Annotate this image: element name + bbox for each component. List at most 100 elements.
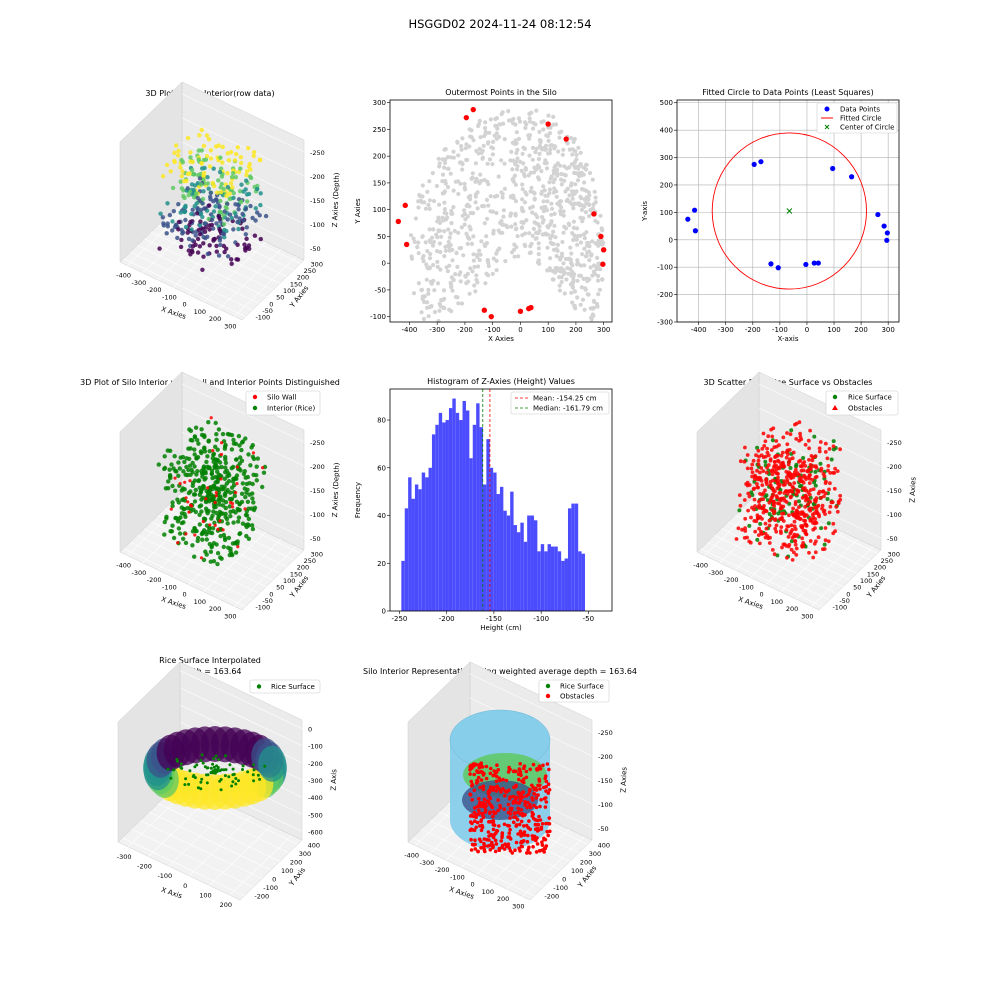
data-point [423,240,428,245]
obstacle-point [477,811,482,815]
chart-title: Outermost Points in the Silo [445,88,557,97]
data-point [513,182,519,187]
data-point [206,216,211,222]
data-point [200,196,206,202]
obstacle-point [783,482,787,487]
data-point [567,147,572,152]
data-point [459,160,465,166]
obstacle-point [745,453,750,457]
data-point [431,227,436,232]
obstacle-point [474,812,479,817]
obstacle-point [743,516,748,521]
hist-bar [544,551,548,611]
data-point [561,230,566,235]
wall-point [213,523,217,528]
data-point [188,219,193,225]
rice-point [188,769,192,773]
data-point [463,187,468,192]
data-point [442,200,447,205]
z-tick-label: -100 [598,801,613,809]
hist-bar [547,544,551,611]
data-point [536,156,542,162]
data-point [176,219,182,225]
grid-line [122,837,245,896]
data-point [560,152,565,157]
obstacle-point [808,463,813,467]
obstacle-point [785,431,789,435]
data-point [427,227,432,232]
data-point [171,535,177,541]
obstacle-point [787,459,791,464]
wall-point [218,519,222,523]
y-tick-label: -200 [254,893,269,901]
y-tick-label: 0 [382,608,386,616]
data-point [438,304,443,309]
obstacle-point [487,790,492,794]
data-point [228,150,234,155]
data-point [494,131,499,136]
data-point [503,259,508,264]
outermost-point [517,308,524,315]
obstacle-point [779,498,783,503]
obstacle-point [480,823,484,828]
data-point [199,509,204,514]
data-point [213,204,218,209]
obstacle-point [767,518,772,523]
obstacle-point [811,464,816,468]
obstacle-point [496,798,500,802]
obstacle-point [774,479,779,483]
rice-point [199,780,203,784]
obstacle-point [765,446,769,451]
data-point [435,249,440,254]
data-point [554,194,559,199]
data-point [513,138,518,143]
data-point [464,231,469,236]
data-point [235,219,240,225]
data-point [576,145,581,150]
obstacle-point [743,529,748,533]
obstacle-point [479,828,484,832]
obstacle-point [490,840,494,845]
data-point [411,236,416,241]
obstacle-point [522,830,527,834]
data-point [486,260,491,265]
data-point [557,275,562,280]
data-point [510,167,515,172]
x-tick-label: 200 [209,605,221,613]
data-point [569,136,574,141]
grid-line [179,687,303,746]
obstacle-point [771,478,775,483]
data-point [464,142,469,147]
data-point [446,239,451,245]
data-point [228,549,233,554]
data-point [551,114,556,119]
grid-line [758,431,882,491]
obstacle-point [531,845,535,849]
data-point [216,178,221,183]
rice-point [199,759,203,762]
obstacle-point [543,796,548,800]
data-point [172,159,177,165]
obstacle-point [473,838,477,842]
grid-line [748,501,871,561]
obstacle-point [745,466,750,471]
obstacle-point [838,493,843,498]
data-point [458,279,463,284]
grid-line [150,231,274,291]
data-point [546,138,551,143]
rice-point [224,754,227,758]
x-tick-label: 200 [569,326,582,334]
data-point [172,454,177,459]
obstacle-point [759,466,764,470]
y-tick-label: -100 [832,604,847,612]
data-point [200,537,205,542]
grid-line [137,535,260,594]
y-tick-label: 200 [373,153,386,161]
data-point [199,427,204,432]
data-point [449,309,454,314]
data-point [428,240,433,245]
obstacle-point [793,422,797,427]
y-tick-label: -200 [544,893,559,901]
obstacle-point [766,434,771,439]
